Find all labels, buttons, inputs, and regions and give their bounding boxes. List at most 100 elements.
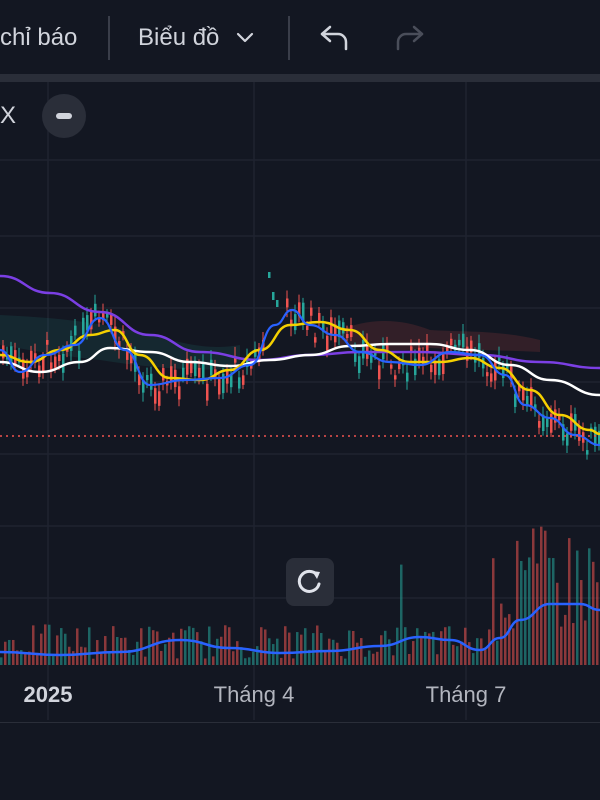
price-chart[interactable] <box>0 82 600 800</box>
candle-body <box>554 409 557 423</box>
candle-body <box>26 368 29 378</box>
volume-bar <box>24 654 27 665</box>
volume-bar <box>88 627 91 665</box>
candle-body <box>86 315 89 331</box>
volume-bar <box>156 631 159 665</box>
candle-body <box>306 325 309 330</box>
undo-icon[interactable] <box>316 20 352 56</box>
volume-bar <box>40 633 43 665</box>
candle-body <box>346 333 349 338</box>
volume-bar <box>576 550 579 665</box>
indicators-button[interactable]: chỉ báo <box>0 20 77 56</box>
volume-bar <box>296 632 299 665</box>
volume-bar <box>320 633 323 665</box>
candle-body <box>114 326 117 343</box>
candle-body <box>442 354 445 375</box>
chart-type-dropdown[interactable]: Biểu đồ <box>138 20 254 56</box>
volume-bar <box>104 636 107 665</box>
volume-bar <box>372 653 375 665</box>
candle-body <box>318 312 321 323</box>
volume-bar <box>60 628 63 665</box>
ma-slow-line <box>0 342 600 397</box>
candle-body <box>202 363 205 378</box>
volume-bar <box>524 570 527 665</box>
volume-bar <box>288 632 291 665</box>
candle-body <box>222 373 225 394</box>
candle-body <box>178 386 181 400</box>
candle-body <box>170 366 173 383</box>
volume-bar <box>80 646 83 665</box>
volume-bar <box>456 646 459 665</box>
volume-bar <box>324 651 327 665</box>
volume-bar <box>460 641 463 665</box>
volume-bar <box>132 654 135 665</box>
redo-icon[interactable] <box>392 20 428 56</box>
volume-bar <box>72 651 75 665</box>
volume-bar <box>384 630 387 665</box>
volume-bar <box>312 633 315 665</box>
collapse-legend-button[interactable] <box>42 94 86 138</box>
candle-body <box>462 333 465 348</box>
candle-body <box>418 347 421 363</box>
x-tick-label: Tháng 7 <box>425 682 507 707</box>
candle-body <box>230 374 233 388</box>
volume-bar <box>548 557 551 665</box>
candle-body <box>58 354 61 362</box>
volume-bar <box>316 625 319 665</box>
candle-body <box>218 379 221 395</box>
volume-bar <box>408 653 411 665</box>
volume-bar <box>360 638 363 665</box>
reset-chart-button[interactable] <box>286 558 334 606</box>
candle-body <box>586 450 589 455</box>
candle-body <box>46 339 49 345</box>
candle-body <box>458 339 461 346</box>
volume-bar <box>216 638 219 665</box>
volume-bar <box>472 653 475 665</box>
volume-bar <box>512 628 515 665</box>
volume-bar <box>28 651 31 665</box>
volume-bar <box>188 626 191 665</box>
candle-body <box>190 362 193 374</box>
volume-bar <box>232 651 235 665</box>
volume-bar <box>164 644 167 665</box>
volume-bar <box>0 657 3 665</box>
volume-bar <box>236 641 239 665</box>
candle-body <box>394 375 397 380</box>
volume-bar <box>392 655 395 665</box>
candle-body <box>518 385 521 392</box>
candle-body <box>546 418 549 428</box>
candle-body <box>34 353 37 363</box>
volume-bar <box>504 617 507 665</box>
candle-body <box>150 373 153 390</box>
candle-body <box>110 313 113 325</box>
volume-bar <box>424 631 427 665</box>
candle-body <box>130 352 133 364</box>
candle-body <box>290 319 293 327</box>
volume-bar <box>140 628 143 665</box>
volume-bar <box>264 629 267 665</box>
volume-bar <box>160 650 163 665</box>
candle-body <box>126 348 129 360</box>
legend-close-label[interactable]: X <box>0 102 17 129</box>
candle-body <box>206 383 209 401</box>
candle-body <box>366 342 369 359</box>
volume-bar <box>488 629 491 665</box>
volume-bar <box>444 627 447 665</box>
volume-bar <box>500 603 503 665</box>
volume-bar <box>92 658 95 665</box>
volume-bar <box>580 580 583 665</box>
toolbar-divider <box>0 74 600 82</box>
candle-body <box>530 387 533 407</box>
candle-body <box>542 414 545 431</box>
volume-bar <box>380 635 383 665</box>
volume-bar <box>468 642 471 665</box>
volume-bar <box>292 658 295 665</box>
volume-bar <box>436 654 439 665</box>
volume-bar <box>404 627 407 665</box>
top-toolbar: chỉ báo Biểu đồ <box>0 0 600 76</box>
volume-bar <box>376 651 379 665</box>
volume-bar <box>192 627 195 665</box>
chevron-down-icon <box>236 32 254 43</box>
candle-body <box>78 350 81 363</box>
volume-bar <box>32 625 35 665</box>
